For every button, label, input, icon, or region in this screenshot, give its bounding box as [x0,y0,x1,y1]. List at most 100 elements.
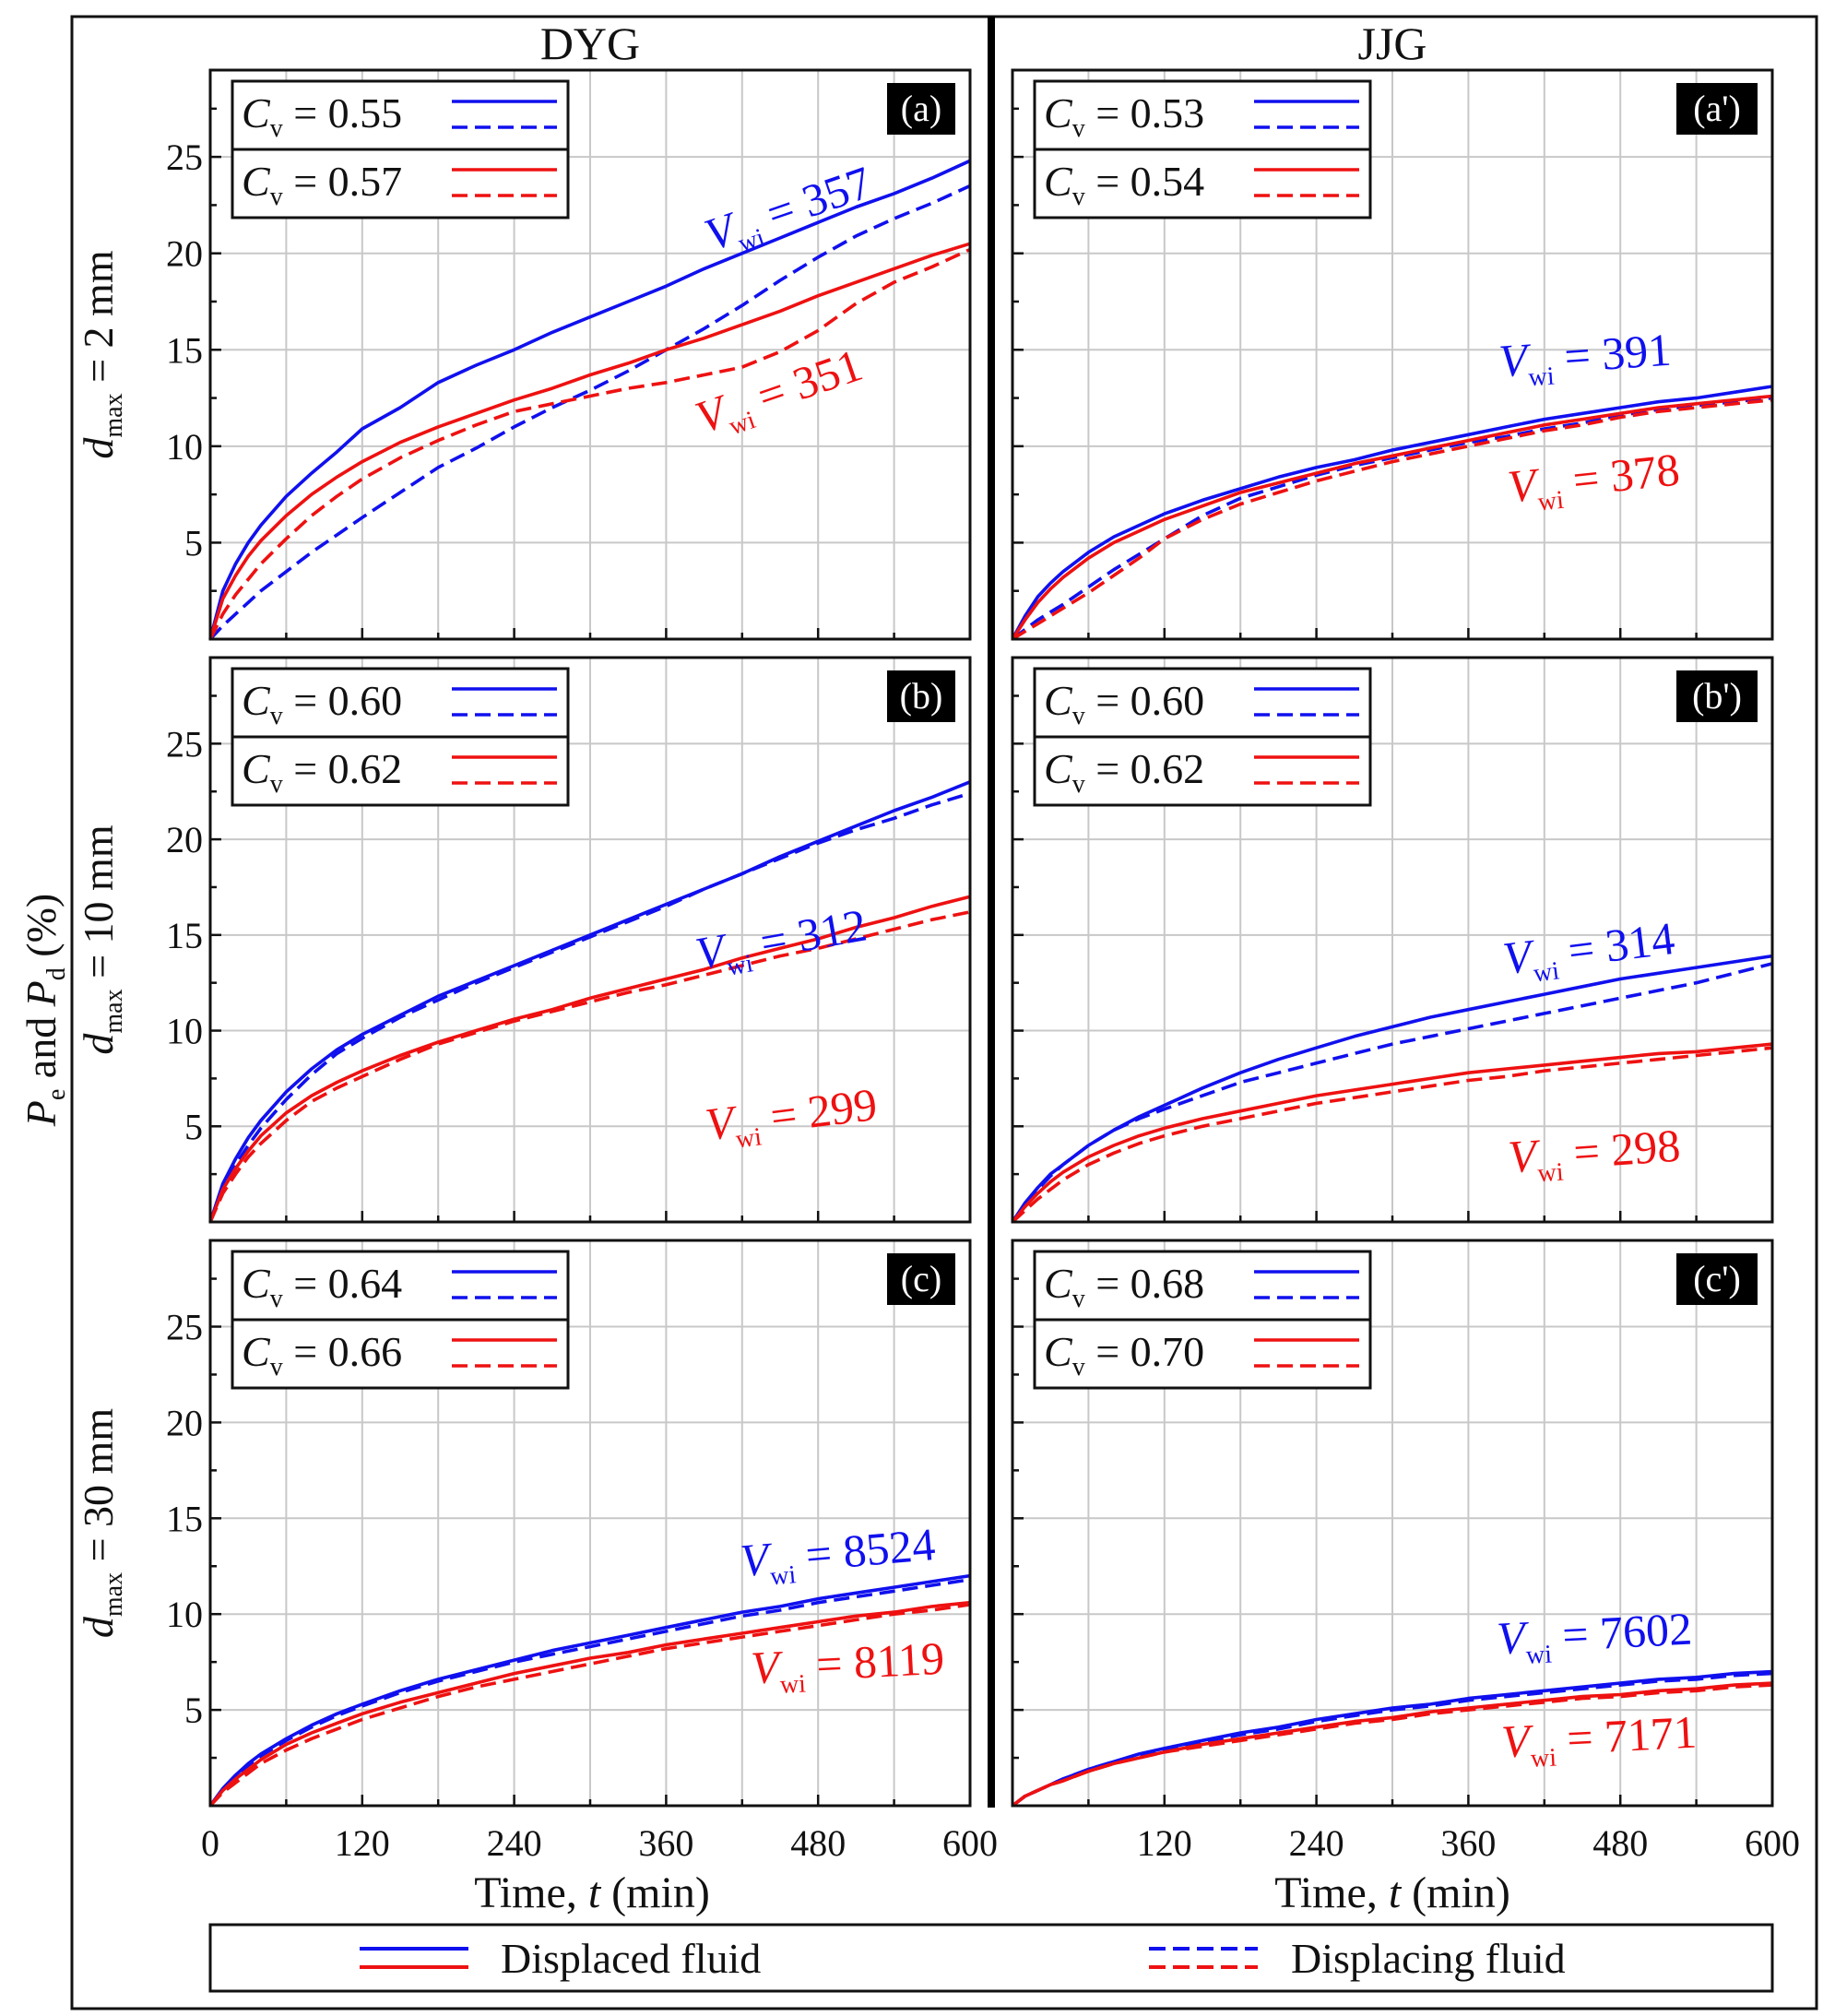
x-tick-label: 360 [638,1822,693,1864]
bottom-legend-box [208,1923,1774,1993]
series-line-red-dashed [208,247,971,640]
panel-tag: (c) [901,1258,941,1299]
panel-tag-box [1676,1253,1758,1305]
y-tick-label: 20 [166,819,203,860]
series-line-blue-dashed [208,1578,971,1808]
row-label-subscript: max [100,393,128,437]
vwi-subscript: wi [1536,1157,1564,1188]
series-line-red-dashed [1011,1683,1773,1808]
row-label-symbol: d [75,1616,122,1638]
plot-frame [1011,1239,1774,1808]
series-line-red-dashed [1012,397,1773,641]
cv-label-red: Cv = 0.66 [242,1328,402,1382]
row-label-subscript: max [100,989,128,1033]
cv-symbol: C [242,89,271,136]
x-tick-label: 120 [335,1822,390,1864]
outer-frame [70,15,1818,2010]
y-tick-label: 15 [166,1498,203,1539]
y-tick-label: 10 [166,1011,203,1052]
cv-symbol: C [242,677,271,724]
y-tick-label: 25 [166,723,203,765]
cv-label-blue: Cv = 0.68 [1044,1260,1204,1313]
row-label-symbol: d [75,437,122,459]
vwi-value: = 8524 [792,1518,938,1582]
cv-label-red: Cv = 0.62 [242,745,402,799]
x-tick-label: 360 [1440,1822,1496,1864]
cv-value: = 0.66 [283,1328,402,1375]
vwi-subscript: wi [1530,1743,1557,1773]
cv-symbol: C [1044,1328,1073,1375]
cv-value: = 0.60 [283,677,402,724]
x-tick-label: 480 [1592,1822,1648,1864]
vwi-subscript: wi [1527,362,1555,392]
panel-tag-box [887,670,955,722]
cv-value: = 0.53 [1085,89,1204,136]
vwi-annotation-blue: Vwi = 7602 [1496,1603,1694,1672]
cv-value: = 0.64 [283,1260,402,1307]
panel-tag: (a') [1693,88,1741,129]
x-tick-label: 240 [1289,1822,1344,1864]
row-label-symbol: d [75,1033,122,1055]
series-line-red-solid [208,1600,971,1808]
y-tick-label: 5 [184,1106,203,1147]
row-label-value: = 2 mm [75,250,122,393]
y-tick-label: 25 [166,136,203,178]
cv-value: = 0.55 [283,89,402,136]
panel-c: 5 10 15 20 25 0 120 240 360 480 600 Vwi = 8524 Vwi =… [166,1239,998,1864]
x-axis-label-right: Time, t (min) [1274,1868,1510,1917]
cv-value: = 0.70 [1085,1328,1204,1375]
panel-tag-box [1676,670,1758,722]
cv-subscript: v [270,114,283,143]
cv-label-blue: Cv = 0.55 [242,89,402,143]
cv-value: = 0.62 [283,745,402,792]
vwi-subscript: wi [1536,486,1565,517]
cv-subscript: v [270,702,283,730]
row-label-dmax: dmax = 10 mm [75,824,128,1054]
plot-frame [1011,656,1774,1224]
vwi-subscript: wi [779,1669,807,1699]
series-line-red-solid [208,895,971,1223]
shared-y-label: Pe and Pd (%) [18,894,71,1128]
series-line-blue-dashed [1011,396,1773,641]
row-label-value: = 30 mm [75,1408,122,1572]
x-axis-label-left: Time, t (min) [474,1868,710,1917]
cv-symbol: C [242,1328,271,1375]
x-tick-label: 600 [1745,1822,1800,1864]
series-line-red-dashed [1011,1046,1773,1224]
panel-tag: (a) [901,88,941,129]
cv-symbol: C [242,158,271,205]
cv-subscript: v [270,1353,283,1382]
y-tick-label: 10 [166,1594,203,1635]
vwi-value: = 391 [1551,324,1673,384]
cv-subscript: v [1072,114,1085,143]
series-line-blue-dashed [1011,962,1773,1224]
row-label-dmax: dmax = 30 mm [75,1408,128,1638]
vwi-value: = 7602 [1549,1603,1693,1662]
series-line-blue-solid [1011,385,1773,640]
series-line-blue-solid [208,159,971,640]
cv-symbol: C [1044,745,1073,792]
series-line-red-dashed [208,910,971,1223]
x-tick-label: 240 [487,1822,542,1864]
vwi-annotation-blue: Vwi = 8524 [739,1518,939,1594]
x-tick-label: 0 [201,1822,219,1864]
series-line-red-solid [1011,1042,1773,1224]
panel-tag: (c') [1693,1258,1741,1299]
cv-value: = 0.68 [1085,1260,1204,1307]
cv-symbol: C [1044,677,1073,724]
row-label-value: = 10 mm [75,824,122,989]
cv-subscript: v [270,183,283,211]
y-tick-label: 15 [166,915,203,956]
x-tick-label: 480 [790,1822,846,1864]
vwi-annotation-red: Vwi = 8119 [750,1632,946,1702]
vwi-value: = 8119 [803,1632,945,1691]
panel-tag: (b') [1692,675,1742,717]
column-title-jjg: JJG [1357,18,1427,69]
series-line-red-dashed [208,1603,971,1808]
cv-value: = 0.54 [1085,158,1204,205]
cv-label-red: Cv = 0.62 [1044,745,1204,799]
